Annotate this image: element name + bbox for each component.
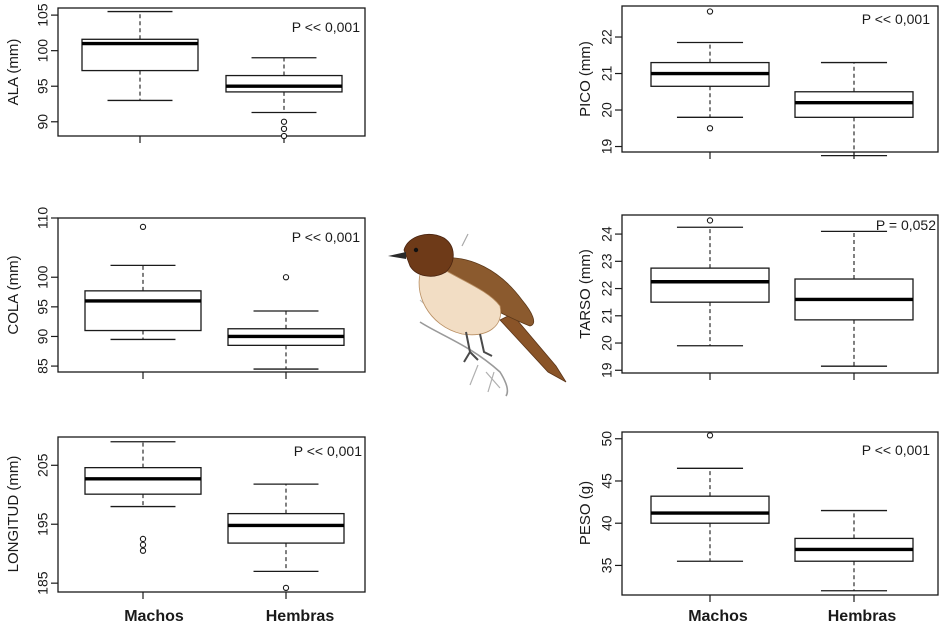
y-tick-label: 19 bbox=[599, 362, 615, 378]
outlier-point bbox=[706, 432, 714, 439]
y-tick-label: 100 bbox=[35, 39, 51, 63]
box-machos bbox=[84, 441, 202, 554]
y-axis-label: ALA (mm) bbox=[5, 39, 22, 106]
outlier-point bbox=[280, 132, 288, 140]
iqr-box bbox=[227, 512, 345, 544]
box-machos bbox=[84, 223, 202, 341]
group-label-hembras: Hembras bbox=[828, 608, 897, 625]
outlier-point bbox=[280, 125, 288, 133]
box-machos bbox=[650, 432, 770, 562]
plot-frame bbox=[621, 431, 939, 596]
y-tick-label: 205 bbox=[35, 453, 51, 477]
y-tick-label: 45 bbox=[599, 473, 615, 489]
p-value-annotation: P << 0,001 bbox=[292, 229, 360, 245]
iqr-box bbox=[794, 91, 914, 118]
y-tick-label: 100 bbox=[35, 265, 51, 289]
p-value-annotation: P << 0,001 bbox=[862, 442, 930, 458]
outlier-point bbox=[706, 8, 714, 15]
y-tick-label: 19 bbox=[599, 139, 615, 155]
plot-frame bbox=[57, 436, 366, 593]
y-tick-label: 24 bbox=[599, 226, 615, 242]
iqr-box bbox=[650, 267, 770, 303]
y-tick-label: 110 bbox=[35, 207, 51, 230]
outlier-point bbox=[282, 584, 290, 592]
outlier-point bbox=[139, 541, 147, 549]
iqr-box bbox=[650, 495, 770, 524]
outlier-point bbox=[706, 125, 714, 132]
boxplot-panel-3: 85 90 95 100 110 COLA (mm) P << 0,001 bbox=[5, 207, 366, 379]
y-tick-label: 23 bbox=[599, 253, 615, 269]
y-tick-label: 85 bbox=[35, 358, 51, 374]
plot-frame bbox=[57, 7, 366, 137]
outlier-point bbox=[139, 547, 147, 554]
twig bbox=[469, 364, 501, 393]
y-axis-label: TARSO (mm) bbox=[577, 249, 594, 339]
y-tick-label: 22 bbox=[599, 29, 615, 45]
iqr-box bbox=[84, 290, 202, 332]
outlier-point bbox=[280, 118, 288, 125]
box-hembras bbox=[794, 61, 914, 157]
iqr-box bbox=[84, 466, 202, 495]
y-tick-label: 20 bbox=[599, 102, 615, 118]
y-tick-label: 20 bbox=[599, 335, 615, 351]
y-tick-label: 90 bbox=[35, 114, 51, 130]
y-tick-label: 95 bbox=[35, 299, 51, 315]
box-machos bbox=[81, 10, 199, 102]
y-tick-label: 95 bbox=[35, 78, 51, 94]
plot-frame bbox=[57, 217, 366, 373]
p-value-annotation: P = 0,052 bbox=[876, 217, 936, 233]
y-axis-label: COLA (mm) bbox=[5, 255, 22, 334]
plot-frame bbox=[621, 214, 939, 374]
p-value-annotation: P << 0,001 bbox=[294, 443, 362, 459]
y-tick-label: 185 bbox=[35, 571, 51, 595]
box-hembras bbox=[794, 509, 914, 592]
boxplot-panel-2: 19 20 21 22 PICO (mm) P << 0,001 bbox=[577, 5, 939, 159]
bird-illustration bbox=[388, 233, 567, 397]
y-axis-label: LONGITUD (mm) bbox=[5, 456, 22, 573]
box-machos bbox=[650, 217, 770, 347]
group-label-hembras: Hembras bbox=[266, 608, 335, 625]
box-machos bbox=[650, 8, 770, 132]
plot-frame bbox=[621, 5, 939, 153]
beak bbox=[388, 252, 406, 259]
y-tick-label: 90 bbox=[35, 328, 51, 344]
p-value-annotation: P << 0,001 bbox=[292, 19, 360, 35]
box-hembras bbox=[227, 483, 345, 592]
y-tick-label: 50 bbox=[599, 431, 615, 447]
y-tick-label: 22 bbox=[599, 281, 615, 297]
boxplot-panel-5: 185 195 205 LONGITUD (mm) P << 0,001 bbox=[5, 436, 366, 599]
box-hembras bbox=[794, 230, 914, 367]
group-label-machos: Machos bbox=[688, 608, 748, 625]
head bbox=[403, 234, 454, 277]
y-tick-label: 21 bbox=[599, 308, 615, 324]
box-hembras bbox=[225, 57, 343, 140]
group-label-machos: Machos bbox=[124, 608, 184, 625]
y-tick-label: 35 bbox=[599, 557, 615, 573]
outlier-point bbox=[139, 223, 147, 231]
boxplot-panel-6: 35 40 45 50 PESO (g) P << 0,001 bbox=[577, 431, 939, 602]
outlier-point bbox=[282, 274, 290, 281]
boxplot-panel-1: 90 95 100 105 ALA (mm) P << 0,001 bbox=[5, 3, 366, 143]
box-hembras bbox=[227, 274, 345, 370]
twig bbox=[461, 233, 469, 247]
legs bbox=[463, 331, 493, 363]
y-axis-label: PESO (g) bbox=[577, 481, 594, 545]
boxplot-panel-4: 19 20 21 22 23 24 TARSO (mm) P = 0,052 bbox=[577, 214, 939, 380]
iqr-box bbox=[225, 74, 343, 93]
branch bbox=[419, 321, 509, 397]
outlier-point bbox=[139, 535, 147, 543]
y-tick-label: 195 bbox=[35, 512, 51, 536]
eye bbox=[413, 247, 419, 253]
outlier-point bbox=[706, 217, 714, 224]
y-tick-label: 21 bbox=[599, 66, 615, 82]
y-axis-label: PICO (mm) bbox=[577, 41, 594, 117]
y-tick-label: 105 bbox=[35, 3, 51, 27]
y-tick-label: 40 bbox=[599, 515, 615, 531]
belly bbox=[418, 265, 502, 336]
p-value-annotation: P << 0,001 bbox=[862, 11, 930, 27]
